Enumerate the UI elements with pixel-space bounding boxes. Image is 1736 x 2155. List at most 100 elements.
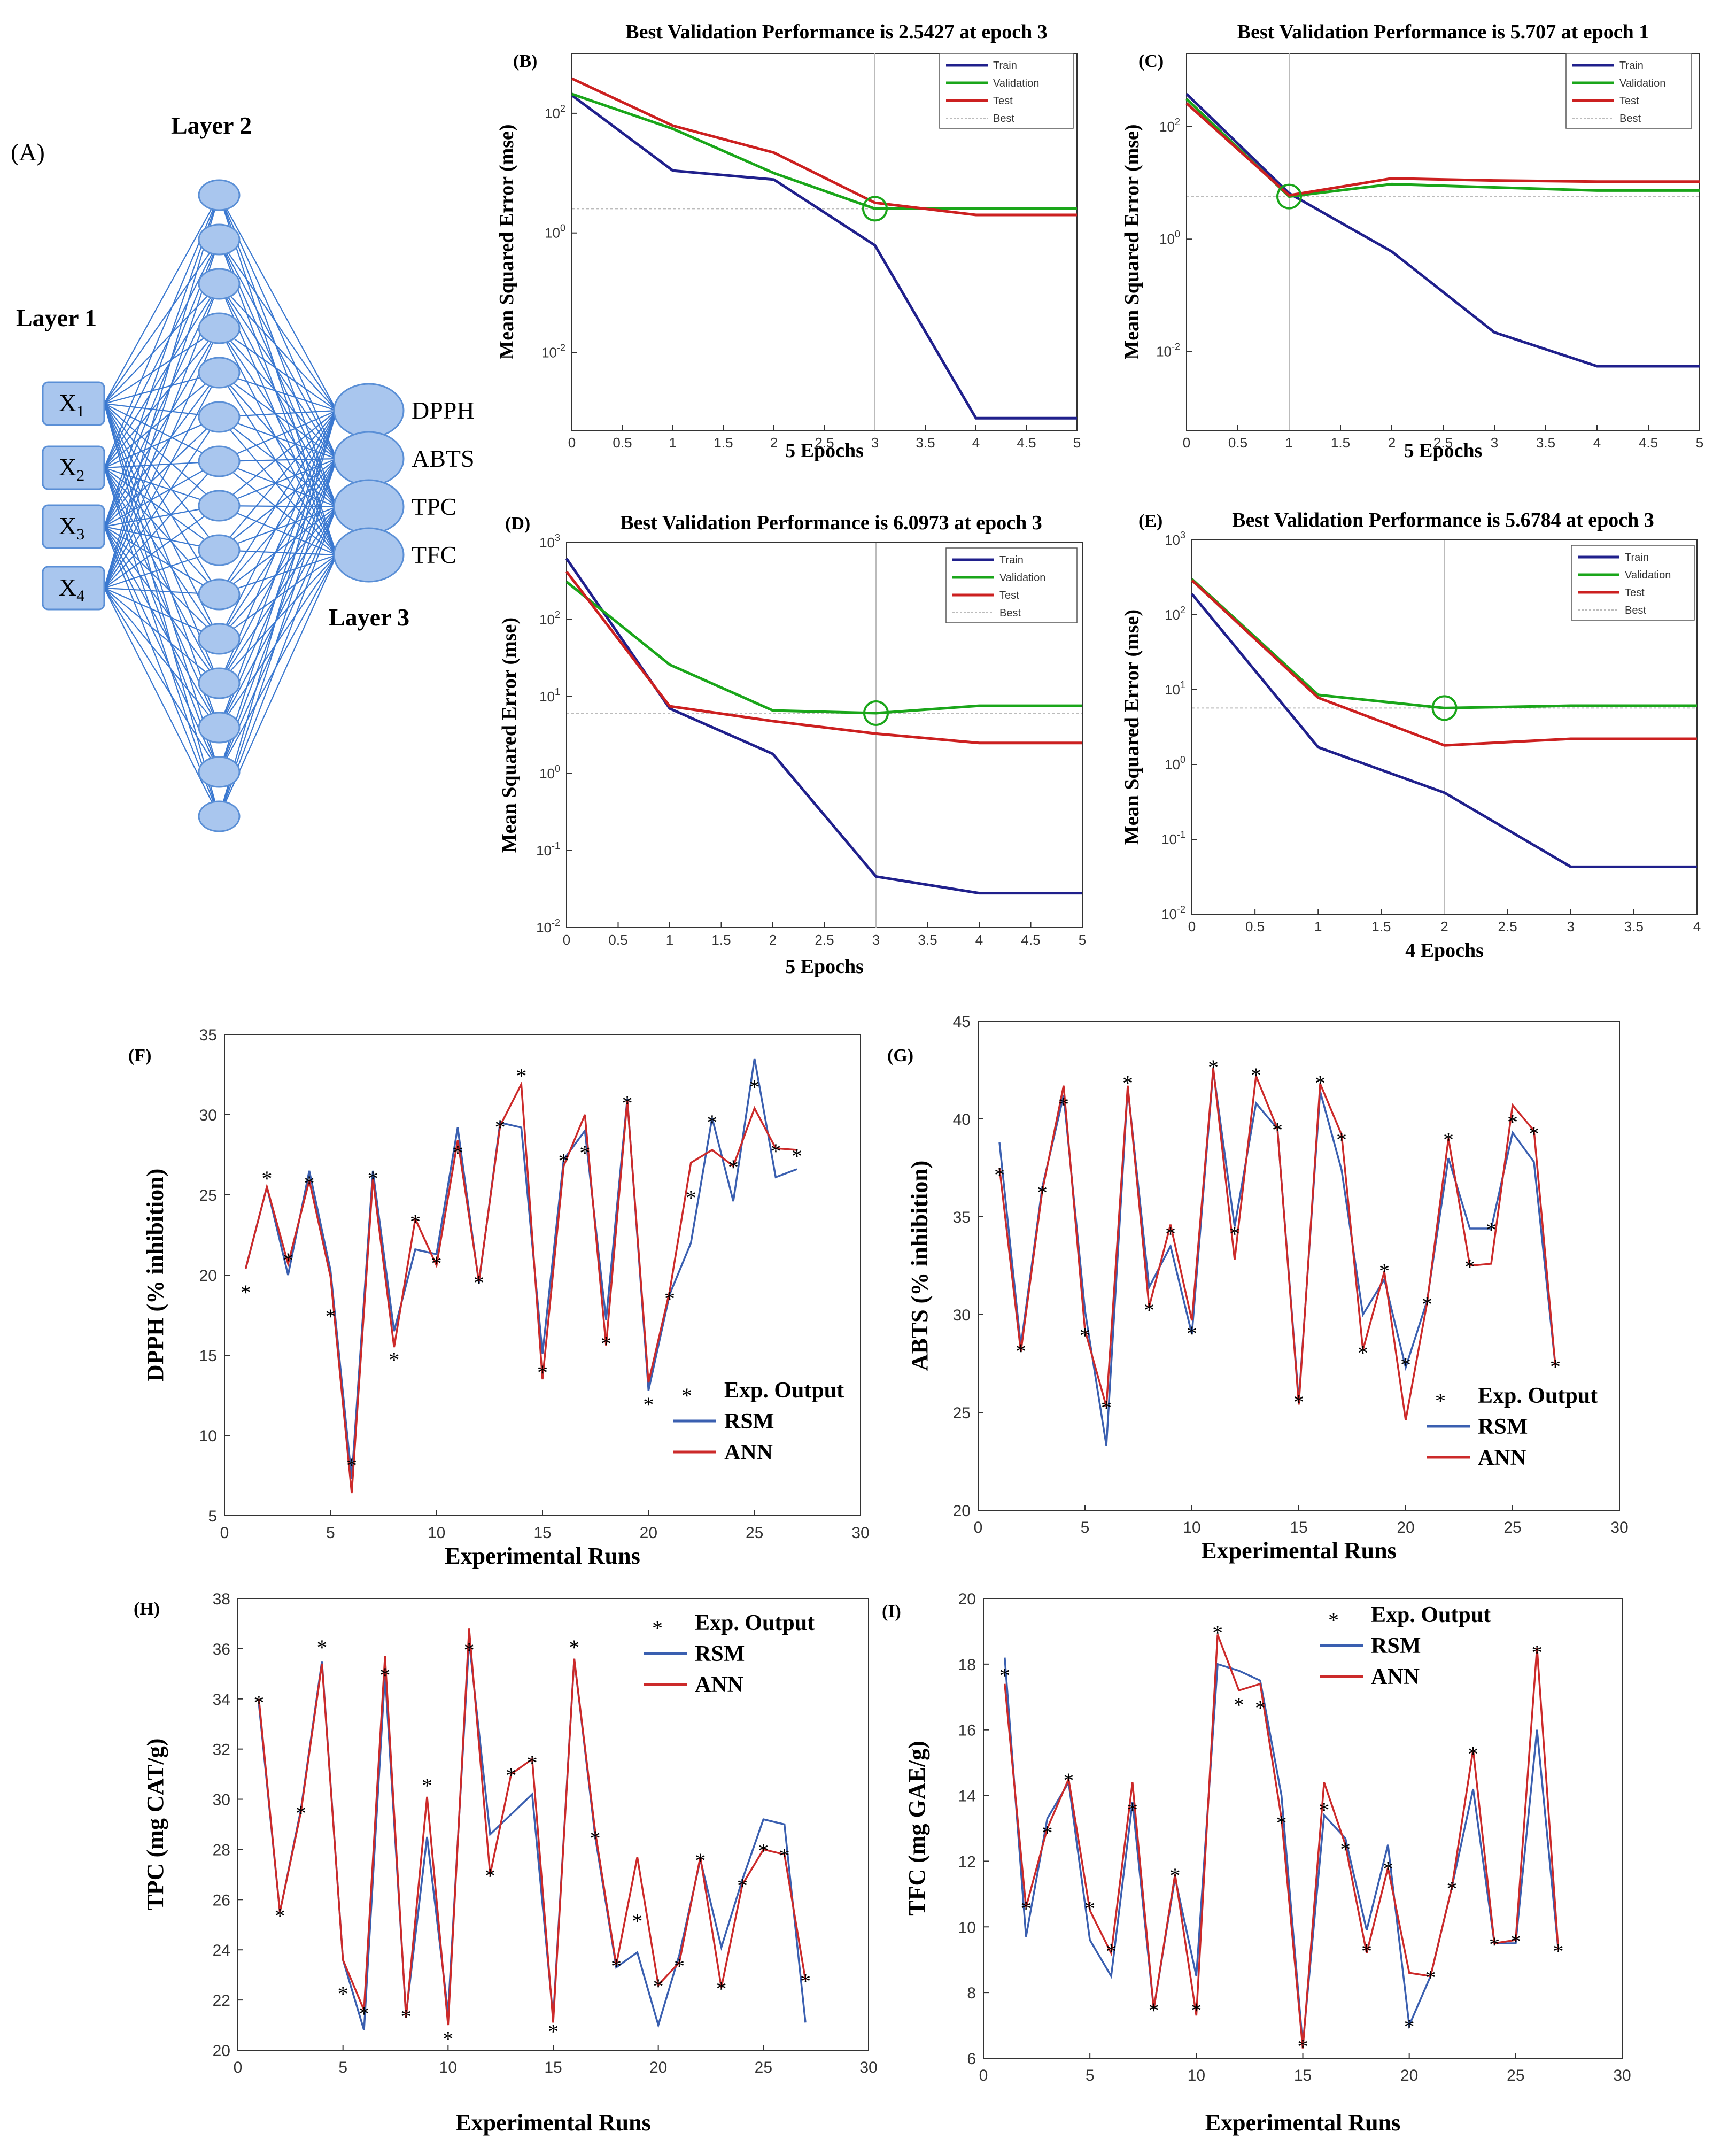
legend-label: Best: [1619, 113, 1641, 125]
y-tick-exponent: 2: [1175, 117, 1180, 127]
exp-output-point: *: [1084, 1896, 1095, 1920]
y-tick-label: 15: [199, 1347, 217, 1365]
network-edge: [104, 328, 220, 468]
x-tick-label: 30: [851, 1524, 869, 1542]
network-edge: [219, 283, 337, 411]
network-edge: [219, 458, 337, 595]
exp-output-point: *: [527, 1751, 538, 1775]
y-tick-label: 22: [213, 1992, 230, 2010]
y-axis-label: Mean Squared Error (mse): [1121, 124, 1143, 359]
x-tick-label: 0: [979, 2067, 988, 2084]
hidden-node: [198, 667, 241, 699]
network-edge: [104, 588, 220, 773]
output-node: [333, 479, 405, 535]
exp-output-point: *: [1529, 1122, 1539, 1146]
exp-output-point: *: [275, 1904, 285, 1928]
exp-output-point: *: [1422, 1292, 1432, 1316]
legend-label: Train: [1625, 552, 1649, 563]
x-tick-label: 5: [1079, 932, 1086, 948]
exp-output-point: *: [1229, 1222, 1240, 1246]
panel-label: (I): [882, 1602, 901, 1621]
series-ann-line: [998, 1068, 1556, 1420]
x-tick-label: 3.5: [916, 435, 935, 451]
network-edge: [104, 372, 220, 589]
exp-output-point: *: [1234, 1693, 1244, 1717]
series-ann-line: [258, 1628, 807, 2026]
y-tick-base: 10: [1161, 906, 1177, 922]
exp-output-point: *: [1336, 1128, 1347, 1152]
input-node-subscript: 3: [76, 526, 84, 543]
legend-label: Test: [993, 95, 1013, 107]
exp-output-point: *: [999, 1663, 1010, 1687]
exp-output-point: *: [716, 1977, 727, 2001]
hidden-node: [198, 312, 241, 344]
chart-h: 0 5 10 15 20 25 30 20 22 24 26 28 30 32 34 36 38 Experime…: [134, 1590, 878, 2136]
network-edge: [219, 416, 337, 507]
x-tick-label: 25: [746, 1524, 763, 1542]
x-axis-label: 5 Epochs: [785, 955, 864, 978]
exp-output-point: *: [1361, 1939, 1372, 1963]
input-node-letter: X: [59, 389, 76, 416]
x-tick-label: 5: [1073, 435, 1081, 451]
network-edge: [219, 410, 337, 506]
network-edge: [104, 587, 220, 640]
exp-output-point: *: [579, 1141, 590, 1165]
x-tick-label: 4: [972, 435, 980, 451]
series-validation-line: [1191, 578, 1697, 709]
x-tick-label: 0: [568, 435, 576, 451]
x-tick-label: 15: [533, 1524, 551, 1542]
exp-output-point: *: [1187, 1322, 1197, 1346]
network-edge: [104, 328, 220, 527]
series-test-line: [571, 77, 1077, 217]
x-tick-label: 15: [1290, 1519, 1307, 1536]
exp-output-point: *: [632, 1909, 642, 1933]
network-edge: [104, 461, 220, 527]
exp-output-point: *: [368, 1167, 378, 1191]
legend-label: Exp. Output: [1478, 1384, 1598, 1408]
x-tick-label: 3: [872, 932, 880, 948]
y-tick-label: 10-1: [536, 840, 560, 859]
input-node: [42, 566, 105, 611]
network-edge: [219, 372, 337, 412]
exp-output-point: *: [994, 1163, 1005, 1187]
exp-output-point: *: [283, 1248, 293, 1272]
x-tick-label: 30: [1610, 1519, 1628, 1536]
x-axis-label: 5 Epochs: [1404, 439, 1483, 462]
y-tick-exponent: 3: [555, 532, 560, 543]
exp-output-point: *: [474, 1271, 484, 1295]
y-tick-base: 10: [539, 766, 555, 782]
network-edge: [104, 588, 220, 728]
x-tick-label: 4.5: [1021, 932, 1040, 948]
exp-output-point: *: [779, 1844, 790, 1868]
exp-output-point: *: [622, 1091, 633, 1115]
x-tick-label: 0: [1188, 918, 1196, 934]
output-node-label: DPPH: [412, 397, 475, 424]
y-tick-base: 10: [545, 225, 560, 241]
input-node-letter: X: [59, 574, 76, 601]
network-edge: [103, 403, 220, 728]
exp-output-point: *: [1122, 1071, 1133, 1095]
network-edge: [104, 328, 220, 404]
x-tick-label: 2: [770, 435, 778, 451]
exp-output-point: *: [325, 1304, 336, 1328]
y-tick-label: 12: [958, 1853, 976, 1871]
series-rsm-line: [258, 1641, 807, 2030]
x-tick-label: 1.5: [1331, 435, 1350, 451]
exp-output-point: *: [1170, 1864, 1181, 1888]
series-test-line: [1191, 579, 1697, 747]
y-axis-label: Mean Squared Error (mse): [495, 124, 518, 359]
best-marker: [1431, 695, 1458, 721]
network-edge: [104, 461, 220, 589]
exp-output-point: *: [1319, 1798, 1329, 1822]
exp-output-point: *: [1550, 1355, 1561, 1379]
y-tick-label: 10-1: [1161, 829, 1185, 847]
input-node: [42, 445, 105, 490]
chart-title: Best Validation Performance is 6.0973 at…: [620, 512, 1042, 534]
output-node: [333, 383, 405, 438]
y-tick-label: 38: [213, 1590, 230, 1608]
network-edge: [218, 410, 338, 728]
x-tick-label: 2.5: [815, 932, 834, 948]
network-edge: [219, 328, 337, 555]
